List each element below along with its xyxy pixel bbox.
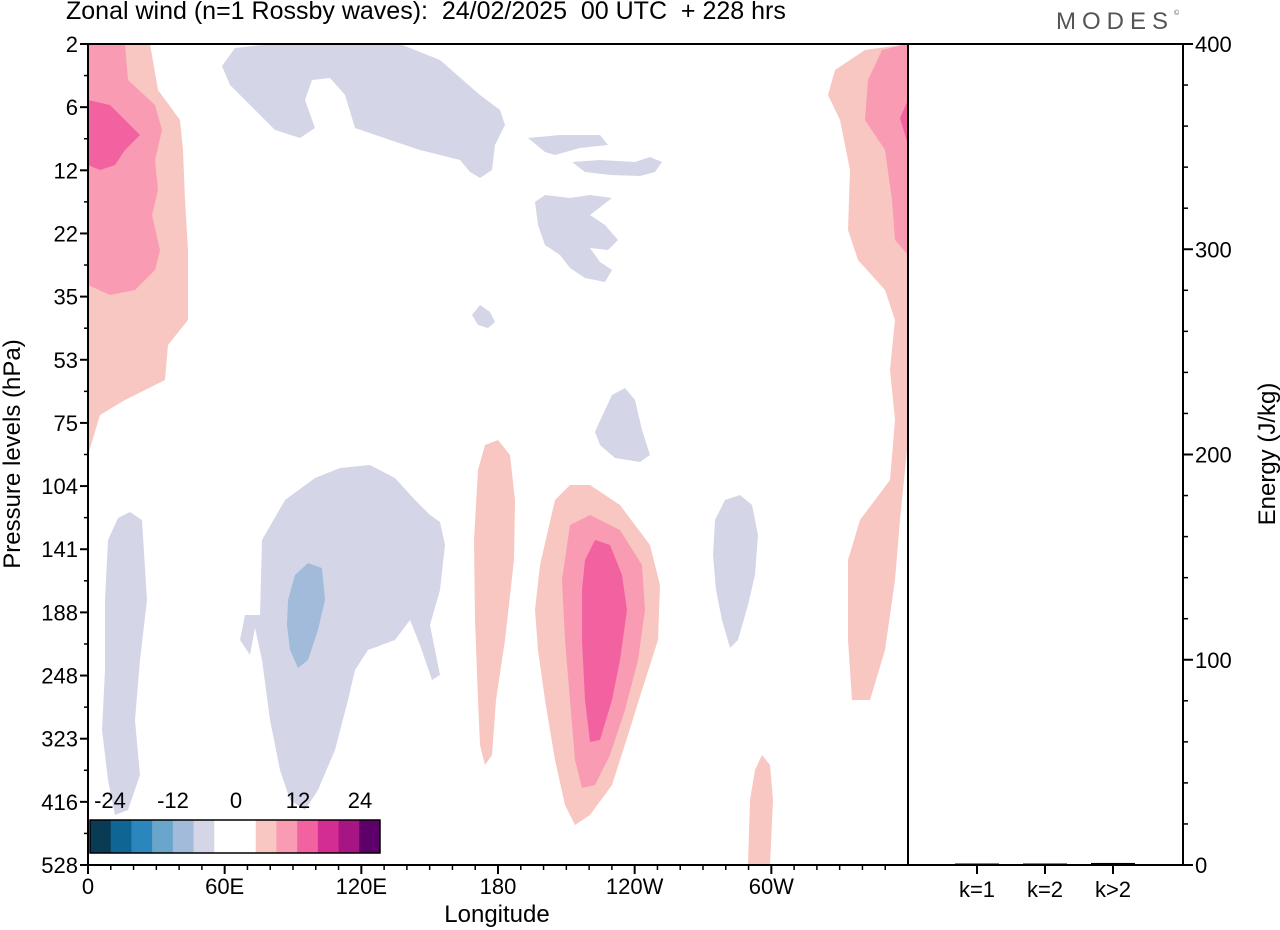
x-tick-label: 120E <box>336 874 387 899</box>
contour-bottom-pink <box>748 755 773 865</box>
brand-text: MODES <box>1056 8 1175 35</box>
x-axis-title: Longitude <box>444 901 549 928</box>
contour-fills <box>88 44 908 865</box>
x-tick-label: 60E <box>205 874 244 899</box>
y-tick-label: 141 <box>41 537 78 562</box>
colorbar-swatch <box>131 820 153 853</box>
colorbar-tick-label: -12 <box>157 788 189 813</box>
energy-tick-label: 200 <box>1195 443 1232 468</box>
colorbar-border <box>89 819 381 854</box>
energy-tick-label: 100 <box>1195 648 1232 673</box>
colorbar-swatch <box>255 820 277 853</box>
colorbar-swatch <box>90 820 112 853</box>
modes-logo: MODES© <box>1056 8 1180 35</box>
bar-category-label: k=2 <box>1027 877 1063 902</box>
contour-lavender-patch-2 <box>572 157 662 176</box>
contour-lavender-patch-6 <box>713 495 758 648</box>
y-axis-pressure: 2 6 12 22 35 53 75 104 141 188 248 323 416 528 <box>41 32 88 878</box>
y-tick-label: 22 <box>54 221 78 246</box>
contour-lavender-patch-4 <box>472 305 495 328</box>
colorbar-swatch <box>276 820 298 853</box>
contour-dateline-pink <box>474 440 515 765</box>
y-axis-energy: 0 100 200 300 400 <box>1183 32 1232 878</box>
energy-bar <box>955 863 999 865</box>
energy-tick-label: 400 <box>1195 32 1232 57</box>
colorbar-swatch <box>297 820 319 853</box>
colorbar-swatch <box>214 820 236 853</box>
y-tick-label: 416 <box>41 790 78 815</box>
colorbar-swatch <box>110 820 132 853</box>
colorbar-tick-label: 24 <box>348 788 372 813</box>
y-tick-label: 104 <box>41 474 78 499</box>
contour-lavender-patch-1 <box>528 135 608 155</box>
contour-right-dark-pink <box>900 100 908 145</box>
energy-tick-label: 300 <box>1195 237 1232 262</box>
colorbar-tick-label: 0 <box>230 788 242 813</box>
y-tick-label: 248 <box>41 664 78 689</box>
contour-central-dark-pink <box>582 540 627 742</box>
bar-panel-frame <box>907 43 1184 866</box>
colorbar-swatch <box>317 820 340 853</box>
energy-tick-label: 0 <box>1195 853 1207 878</box>
contour-lavender-main <box>240 465 445 810</box>
y-tick-label: 188 <box>41 600 78 625</box>
energy-bars: k=1 k=2 k>2 <box>955 862 1135 902</box>
y-tick-label: 53 <box>54 348 78 373</box>
energy-axis-title: Energy (J/kg) <box>1254 383 1280 526</box>
x-tick-label: 120W <box>606 874 664 899</box>
y-tick-label: 75 <box>54 411 78 436</box>
colorbar-swatch <box>359 820 381 853</box>
contour-right-light-pink <box>828 44 908 700</box>
colorbar-swatch <box>338 820 360 853</box>
chart-title: Zonal wind (n=1 Rossby waves): 24/02/202… <box>66 0 786 25</box>
contour-lavender-left-column <box>102 512 147 815</box>
colorbar-swatch <box>235 820 257 853</box>
contour-lavender-patch-5 <box>595 388 650 462</box>
y-tick-label: 35 <box>54 285 78 310</box>
colorbar-swatch <box>172 820 195 853</box>
contour-lavender-patch-3 <box>535 195 618 282</box>
energy-bar <box>1023 863 1067 865</box>
energy-bar <box>1091 862 1135 865</box>
contour-upper-lavender <box>222 44 505 178</box>
y-axis-title: Pressure levels (hPa) <box>0 339 26 568</box>
x-axis-longitude: 0 60E 120E 180 120W 60W <box>82 865 886 899</box>
x-tick-label: 0 <box>82 874 94 899</box>
y-tick-label: 12 <box>54 158 78 183</box>
y-tick-label: 6 <box>66 95 78 120</box>
colorbar: -24 -12 0 12 24 <box>89 788 381 854</box>
y-tick-label: 2 <box>66 32 78 57</box>
contour-blue-core <box>287 563 325 668</box>
colorbar-swatch <box>193 820 215 853</box>
colorbar-swatch <box>152 820 174 853</box>
y-tick-label: 528 <box>41 853 78 878</box>
x-tick-label: 180 <box>480 874 517 899</box>
bar-category-label: k>2 <box>1095 877 1131 902</box>
x-tick-label: 60W <box>749 874 794 899</box>
colorbar-tick-label: -24 <box>94 788 126 813</box>
colorbar-tick-label: 12 <box>286 788 310 813</box>
y-tick-label: 323 <box>41 727 78 752</box>
contour-left-dark-pink <box>88 100 140 170</box>
contour-right-medium-pink <box>865 44 908 255</box>
bar-category-label: k=1 <box>959 877 995 902</box>
